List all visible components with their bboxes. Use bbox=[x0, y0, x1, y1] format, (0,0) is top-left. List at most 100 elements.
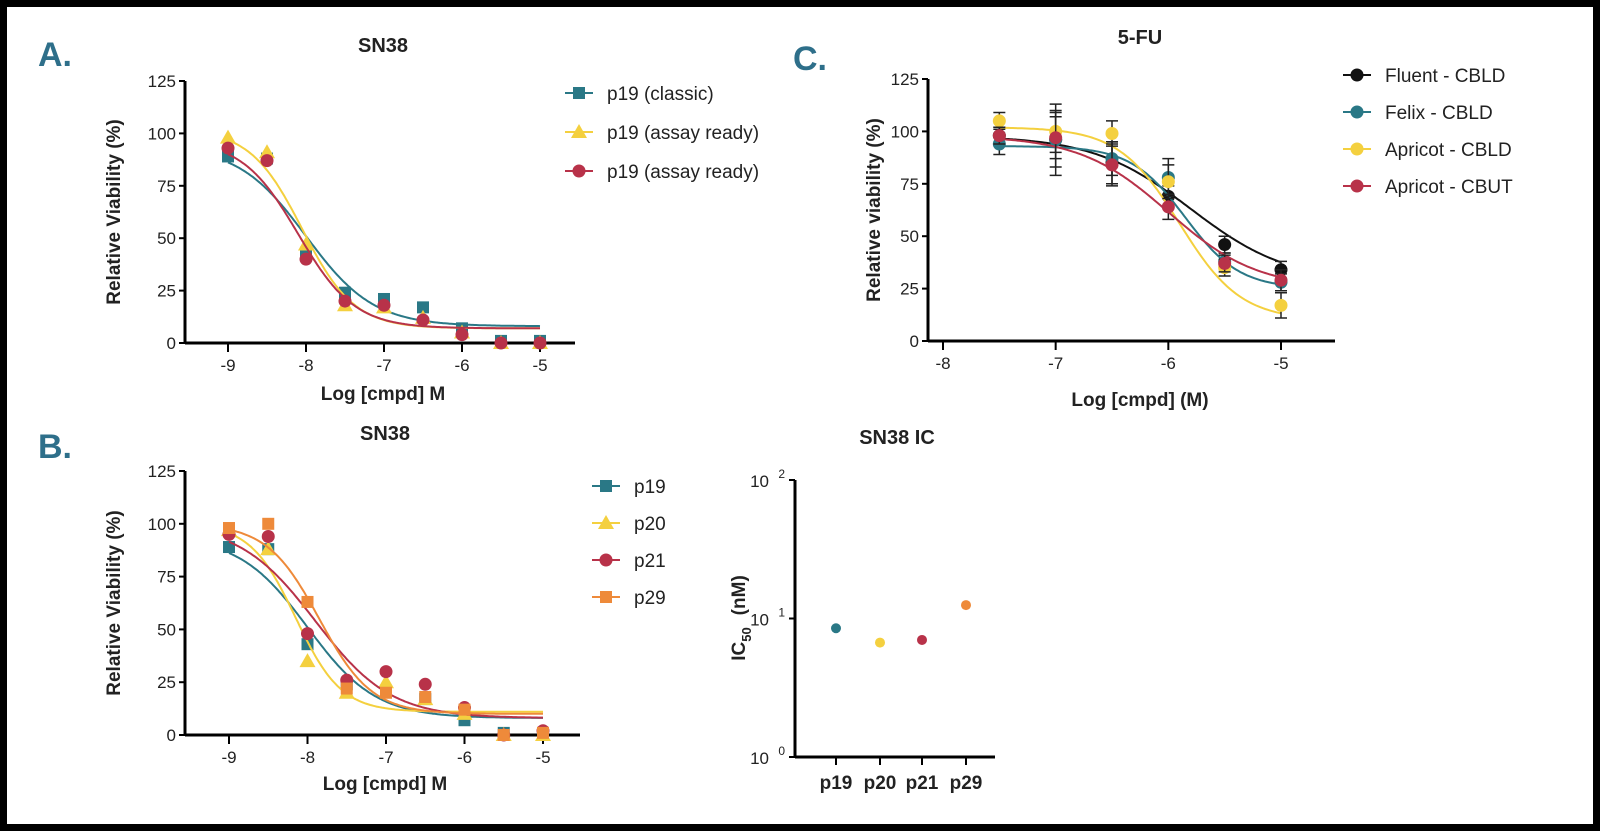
data-point bbox=[299, 653, 316, 668]
x-tick-label: -7 bbox=[378, 748, 393, 767]
data-point bbox=[458, 703, 471, 716]
chart-b: SN38 0 25 50 75 100 125 -9 -8 -7 -6 -5 Log [cmpd] M R… bbox=[104, 423, 666, 795]
legend-item: p19 (classic) bbox=[565, 84, 714, 105]
data-point bbox=[961, 600, 971, 611]
y-tick-label: 100 bbox=[891, 122, 919, 141]
x-tick-label: -9 bbox=[221, 748, 236, 767]
fit-curve bbox=[999, 137, 1282, 264]
x-tick-label: -8 bbox=[298, 356, 313, 375]
data-point bbox=[301, 627, 314, 641]
legend-item: p19 (assay ready) bbox=[565, 162, 759, 183]
legend-label: Apricot - CBLD bbox=[1385, 140, 1512, 161]
data-point bbox=[338, 294, 352, 308]
legend-label: p19 (classic) bbox=[607, 84, 714, 105]
y-tick-label: 125 bbox=[148, 72, 176, 91]
data-point bbox=[223, 522, 235, 535]
x-tick-label: p20 bbox=[864, 773, 897, 794]
legend-marker bbox=[573, 87, 585, 99]
data-point bbox=[494, 336, 508, 350]
legend-marker bbox=[1350, 105, 1364, 119]
data-point bbox=[262, 517, 275, 530]
x-tick-label: -6 bbox=[1161, 354, 1176, 373]
data-point bbox=[299, 252, 313, 266]
panel-label-c: C. bbox=[793, 40, 827, 78]
legend-marker bbox=[1350, 179, 1364, 193]
panel-label-b: B. bbox=[38, 428, 72, 466]
data-point bbox=[1274, 298, 1288, 312]
fit-curve bbox=[999, 126, 1282, 315]
data-point bbox=[220, 129, 236, 144]
y-tick-label: 0 bbox=[910, 332, 919, 351]
chart-c: 5-FU 0 25 50 75 100 125 -8 -7 -6 -5 Log [cmpd] (M) R… bbox=[864, 27, 1513, 411]
y-tick-exponent: 2 bbox=[778, 467, 785, 481]
data-point bbox=[419, 690, 432, 703]
legend-label: Fluent - CBLD bbox=[1385, 66, 1505, 87]
y-tick-label: 125 bbox=[891, 70, 919, 89]
chart-ic50: SN38 IC 10 0 10 1 10 2 p19 p20 p21 p29 IC50 (nM) bbox=[729, 427, 995, 794]
legend-label: Felix - CBLD bbox=[1385, 103, 1493, 124]
chart-title: SN38 bbox=[358, 35, 408, 57]
y-tick-label: 100 bbox=[148, 124, 176, 143]
series-0 bbox=[992, 111, 1288, 279]
chart-title: 5-FU bbox=[1118, 27, 1162, 49]
legend-label: p20 bbox=[634, 514, 666, 535]
y-label-main: IC bbox=[729, 642, 750, 661]
y-tick-label: 100 bbox=[148, 515, 176, 534]
data-point bbox=[377, 298, 391, 312]
data-point bbox=[1161, 175, 1175, 189]
legend-marker bbox=[1350, 68, 1364, 82]
y-tick-label: 0 bbox=[167, 334, 176, 353]
data-point bbox=[298, 236, 314, 251]
y-tick-exponent: 0 bbox=[778, 744, 785, 758]
x-tick-label: -8 bbox=[935, 354, 950, 373]
fit-curve bbox=[999, 137, 1282, 279]
data-point bbox=[1218, 238, 1232, 252]
y-axis-label: Relative Viability (%) bbox=[104, 119, 125, 305]
series-1 bbox=[992, 103, 1288, 292]
y-label-unit: (nM) bbox=[729, 575, 750, 615]
data-point bbox=[1218, 256, 1232, 270]
chart-title: SN38 bbox=[360, 423, 410, 445]
legend-item: Felix - CBLD bbox=[1343, 103, 1493, 124]
y-tick-label: 10 bbox=[750, 749, 769, 768]
series-2 bbox=[221, 141, 547, 350]
legend-item: Apricot - CBLD bbox=[1343, 140, 1512, 161]
data-point bbox=[533, 336, 547, 350]
legend-marker bbox=[1350, 142, 1364, 156]
data-point bbox=[1105, 158, 1119, 172]
x-tick-label: p29 bbox=[950, 773, 983, 794]
chart-a: SN38 0 25 50 75 100 125 -9 -8 -7 -6 -5 Log [cmpd] M R… bbox=[104, 35, 759, 405]
data-point bbox=[260, 154, 274, 168]
y-label-subscript: 50 bbox=[739, 627, 754, 641]
legend-label: Apricot - CBUT bbox=[1385, 177, 1513, 198]
data-point bbox=[1105, 126, 1119, 140]
y-tick-label: 75 bbox=[157, 177, 176, 196]
data-point bbox=[261, 529, 275, 543]
y-tick-label: 75 bbox=[157, 568, 176, 587]
legend-label: p19 bbox=[634, 477, 666, 498]
x-tick-label: -5 bbox=[1273, 354, 1288, 373]
legend-marker bbox=[572, 164, 586, 178]
panel-label-a: A. bbox=[38, 36, 72, 74]
data-point bbox=[1274, 273, 1288, 287]
data-point bbox=[875, 637, 885, 648]
data-point bbox=[418, 677, 432, 691]
x-axis-label: Log [cmpd] M bbox=[323, 774, 448, 795]
x-tick-label: -7 bbox=[376, 356, 391, 375]
y-axis-label: Relative Viability (%) bbox=[104, 510, 125, 696]
x-tick-label: -5 bbox=[532, 356, 547, 375]
data-point bbox=[455, 328, 469, 342]
legend-item: Fluent - CBLD bbox=[1343, 66, 1505, 87]
y-tick-label: 10 bbox=[750, 611, 769, 630]
x-tick-label: p21 bbox=[906, 773, 939, 794]
legend-label: p21 bbox=[634, 551, 666, 572]
data-point bbox=[497, 729, 510, 741]
series-0 bbox=[222, 150, 546, 347]
data-point bbox=[1049, 131, 1063, 145]
x-tick-label: -7 bbox=[1048, 354, 1063, 373]
data-point bbox=[831, 623, 841, 634]
x-tick-label: p19 bbox=[820, 773, 853, 794]
legend-item: p21 bbox=[592, 551, 666, 572]
